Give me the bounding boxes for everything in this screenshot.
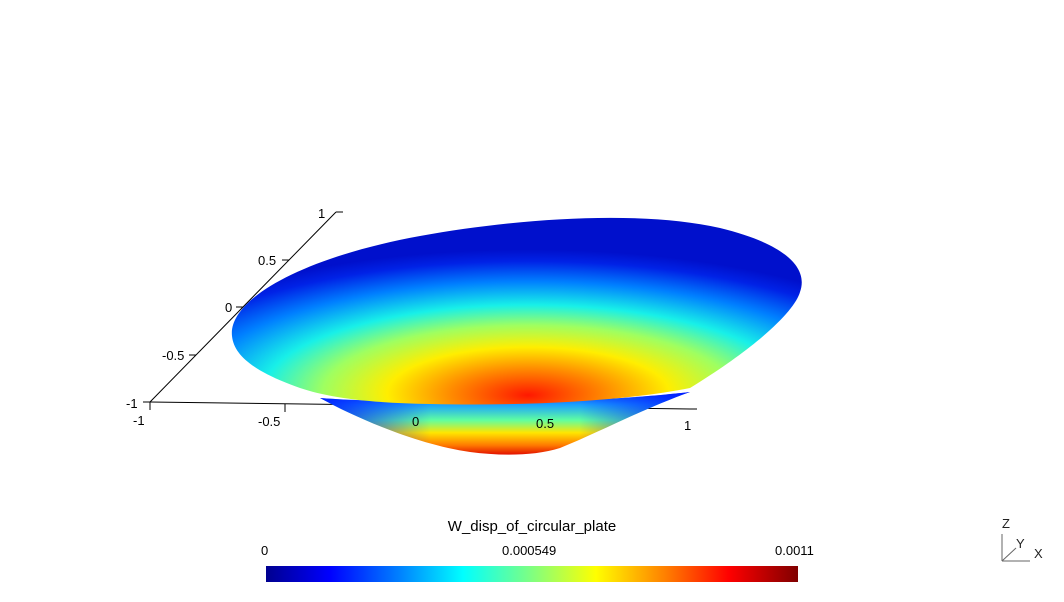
y-tick-label: 0 [225,300,232,315]
plate-surface-underside-shade [320,392,690,455]
colorbar-mid-label: 0.000549 [502,543,557,558]
y-tick-label: 1 [318,206,325,221]
colorbar-max-label: 0.0011 [775,543,814,558]
orientation-y-label: Y [1016,536,1025,551]
orientation-x-label: X [1034,546,1043,561]
colorbar-title: W_disp_of_circular_plate [447,518,617,535]
x-tick-label: 0 [412,414,419,429]
x-tick-label: 1 [684,418,691,433]
x-tick-label: 0.5 [536,416,554,431]
colorbar-gradient [266,566,798,582]
orientation-axes-widget: Z Y X [990,516,1050,566]
x-tick-label: -0.5 [258,414,280,429]
colorbar-min-label: 0 [261,543,269,558]
y-tick-label: 0.5 [258,253,276,268]
orientation-z-label: Z [1002,516,1010,531]
y-tick-label: -1 [126,396,138,411]
x-tick-label: -1 [133,413,145,428]
plate-surface-top [231,217,802,405]
y-tick-label: -0.5 [162,348,184,363]
